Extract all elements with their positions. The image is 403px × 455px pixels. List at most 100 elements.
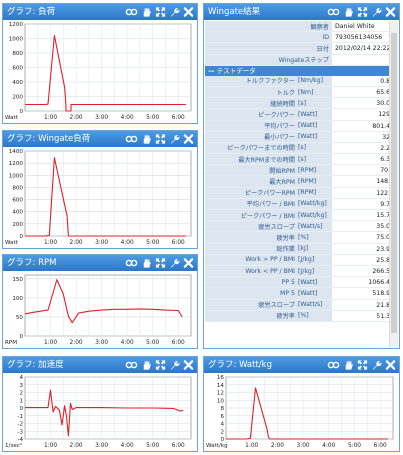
expand-icon[interactable] <box>155 359 166 371</box>
results-data-row: MP 5 [Watt] 518.91 <box>205 288 398 300</box>
close-icon[interactable] <box>385 359 396 371</box>
results-label: ピークパワー / BMI <box>240 212 295 220</box>
results-unit: [kJ] <box>298 245 309 253</box>
results-scrollbar[interactable] <box>389 21 398 347</box>
series-line <box>25 35 186 112</box>
y-tick-label: 0 <box>19 334 23 340</box>
hand-icon[interactable] <box>141 359 152 371</box>
x-tick-label: 5:00 <box>146 115 159 121</box>
results-data-row: ピークパワー [Watt] 1294 <box>205 109 398 121</box>
y-tick-label: 1000 <box>9 37 24 43</box>
results-label: 観察者 <box>310 23 329 31</box>
results-label: PP 5 <box>281 278 295 286</box>
results-label-area: ピークパワーまでの時間 [s] <box>205 142 332 154</box>
x-tick-label: 1:00 <box>44 240 57 246</box>
series-line <box>25 157 186 237</box>
x-tick-label: 1:00 <box>44 340 57 346</box>
results-label-area: MP 5 [Watt] <box>205 288 332 299</box>
results-value: 148.7 <box>332 176 398 187</box>
hand-icon[interactable] <box>343 6 354 18</box>
results-value: 15.78 <box>332 210 398 221</box>
x-tick-label: 3:00 <box>297 443 310 449</box>
x-tick-label: 2:00 <box>70 240 83 246</box>
results-value: 793056134056 <box>332 32 398 43</box>
panel-wingate-results: Wingate結果 観察者 Daniel White ID 793056134056 日… <box>203 3 400 349</box>
results-label: ピークパワーRPM <box>244 190 295 198</box>
results-label-area: 疲労率 [%] <box>205 310 332 321</box>
expand-icon[interactable] <box>357 359 368 371</box>
panel-toolbar <box>125 357 194 373</box>
expand-icon[interactable] <box>155 133 166 145</box>
wrench-icon[interactable] <box>169 6 180 18</box>
x-tick-label: 4:00 <box>121 443 134 449</box>
x-tick-label: 6:00 <box>172 115 185 121</box>
panel-header: グラフ: 負荷 <box>3 4 197 20</box>
y-tick-label: -1 <box>17 414 23 420</box>
series-line <box>24 279 183 324</box>
panel-watt-per-kg-chart: グラフ: Watt/kg 0 2 4 6 8 10 12 14 16 1:00 2:00 3:00 4:… <box>203 356 400 452</box>
wrench-icon[interactable] <box>169 133 180 145</box>
x-tick-label: 3:00 <box>95 240 108 246</box>
results-label: ピークパワー <box>258 111 295 119</box>
results-label-area: 日付 <box>205 43 332 54</box>
panel-header: Wingate結果 <box>204 4 399 20</box>
link-icon[interactable] <box>327 6 340 18</box>
y-tick-label: 0 <box>220 437 224 443</box>
results-label-area: Wingateステップ <box>205 54 332 65</box>
y-unit-label: Watt <box>5 240 19 246</box>
results-label: ピークパワーまでの時間 <box>227 145 295 153</box>
panel-title: グラフ: 負荷 <box>7 7 56 17</box>
collapse-toggle-icon[interactable]: — <box>208 66 217 75</box>
y-tick-label: 1000 <box>9 173 24 179</box>
results-data-row: 疲労スロープ [Watt/s] 21.85 <box>205 299 398 311</box>
close-icon[interactable] <box>385 6 396 18</box>
scrollbar-thumb[interactable] <box>391 33 397 333</box>
y-tick-label: 400 <box>12 210 23 216</box>
hand-icon[interactable] <box>141 133 152 145</box>
hand-icon[interactable] <box>141 257 152 269</box>
hand-icon[interactable] <box>343 359 354 371</box>
y-tick-label: 1200 <box>9 22 24 28</box>
results-label: 継続時間 <box>270 100 295 108</box>
panel-title: グラフ: RPM <box>7 258 57 268</box>
expand-icon[interactable] <box>357 6 368 18</box>
wrench-icon[interactable] <box>169 257 180 269</box>
results-section-header[interactable]: — テストデータ <box>205 65 398 76</box>
results-info-row: ID 793056134056 <box>205 32 398 44</box>
results-data-row: 平均パワー [Watt] 801.49 <box>205 120 398 132</box>
close-icon[interactable] <box>183 359 194 371</box>
results-label-area: 平均パワー [Watt] <box>205 120 332 131</box>
link-icon[interactable] <box>125 359 138 371</box>
close-icon[interactable] <box>183 6 194 18</box>
y-tick-label: 2 <box>220 429 224 435</box>
close-icon[interactable] <box>183 133 194 145</box>
results-label: Work < PP / BMI <box>245 267 295 275</box>
link-icon[interactable] <box>125 133 138 145</box>
panel-header: グラフ: Watt/kg <box>204 357 399 373</box>
link-icon[interactable] <box>327 359 340 371</box>
wrench-icon[interactable] <box>371 6 382 18</box>
results-value: 122.1 <box>332 187 398 198</box>
wrench-icon[interactable] <box>371 359 382 371</box>
results-data-row: 総作業 [kJ] 23.98 <box>205 243 398 255</box>
results-data-row: ピークパワー / BMI [Watt/kg] 15.78 <box>205 210 398 222</box>
link-icon[interactable] <box>125 257 138 269</box>
results-label-area: トルクファクター [Nm/kg] <box>205 75 332 86</box>
wrench-icon[interactable] <box>169 359 180 371</box>
results-label-area: 最大RPM [RPM] <box>205 176 332 187</box>
results-section-title: テストデータ <box>216 66 256 75</box>
expand-icon[interactable] <box>155 257 166 269</box>
results-info-row: 観察者 Daniel White <box>205 21 398 33</box>
results-unit: [RPM] <box>298 189 317 197</box>
results-value: 70.2 <box>332 165 398 176</box>
close-icon[interactable] <box>183 257 194 269</box>
link-icon[interactable] <box>125 6 138 18</box>
hand-icon[interactable] <box>141 6 152 18</box>
x-tick-label: 3:00 <box>95 115 108 121</box>
expand-icon[interactable] <box>155 6 166 18</box>
series-line <box>226 387 388 440</box>
results-label-area: 最大RPMまでの時間 [s] <box>205 154 332 165</box>
results-label-area: 総作業 [kJ] <box>205 243 332 254</box>
y-tick-label: 4 <box>19 375 23 381</box>
x-tick-label: 1:00 <box>245 443 258 449</box>
